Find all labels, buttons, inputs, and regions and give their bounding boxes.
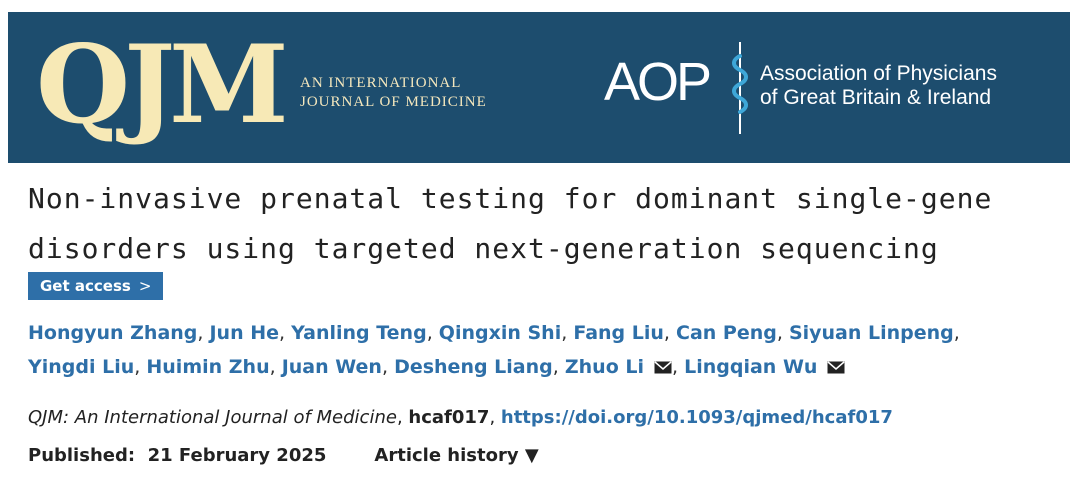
author-link[interactable]: Yanling Teng (291, 322, 427, 344)
staff-of-asclepius-icon (732, 42, 748, 134)
get-access-label: Get access (40, 277, 131, 295)
published-date: 21 February 2025 (147, 445, 327, 466)
author-link[interactable]: Siyuan Linpeng (788, 322, 954, 344)
association-line2: of Great Britain & Ireland (760, 86, 992, 109)
article-title-line2: disorders using targeted next-generation… (28, 232, 939, 265)
association-line1: Association of Physicians (760, 62, 997, 85)
published-label: Published: (28, 445, 136, 466)
association-name: Association of Physicians of Great Brita… (760, 62, 997, 110)
aop-logo[interactable]: AOP (604, 52, 712, 112)
journal-subtitle: AN INTERNATIONAL JOURNAL OF MEDICINE (300, 74, 487, 112)
journal-banner: QJM AN INTERNATIONAL JOURNAL OF MEDICINE… (8, 12, 1070, 163)
triangle-down-icon: ▼ (524, 445, 539, 466)
journal-subtitle-line2: JOURNAL OF MEDICINE (300, 94, 487, 110)
article-code: hcaf017 (408, 407, 490, 428)
envelope-icon[interactable] (827, 361, 845, 374)
article-title-line1: Non-invasive prenatal testing for domina… (28, 182, 993, 215)
author-list: Hongyun Zhang, Jun He, Yanling Teng, Qin… (28, 322, 960, 378)
qjm-logo[interactable]: QJM (36, 22, 289, 148)
author-link[interactable]: Desheng Liang (394, 356, 553, 378)
author-link[interactable]: Can Peng (676, 322, 777, 344)
author-link[interactable]: Qingxin Shi (438, 322, 562, 344)
publication-info: Published: 21 February 2025 Article hist… (28, 443, 539, 469)
article-history-label: Article history (374, 445, 519, 466)
doi-link[interactable]: https://doi.org/10.1093/qjmed/hcaf017 (500, 407, 893, 428)
author-link[interactable]: Lingqian Wu (684, 356, 818, 378)
citation-line: QJM: An International Journal of Medicin… (28, 407, 893, 428)
get-access-button[interactable]: Get access > (28, 272, 164, 300)
author-link[interactable]: Hongyun Zhang (28, 322, 198, 344)
chevron-right-icon: > (138, 277, 152, 295)
author-link[interactable]: Fang Liu (573, 322, 664, 344)
article-history-toggle[interactable]: Article history ▼ (374, 443, 538, 469)
author-link[interactable]: Juan Wen (281, 356, 382, 378)
journal-subtitle-line1: AN INTERNATIONAL (300, 75, 462, 91)
article-title: Non-invasive prenatal testing for domina… (28, 174, 1048, 274)
author-link[interactable]: Yingdi Liu (28, 356, 135, 378)
published-date-group: Published: 21 February 2025 (28, 443, 326, 469)
author-link[interactable]: Jun He (209, 322, 280, 344)
author-link[interactable]: Zhuo Li (564, 356, 644, 378)
journal-name: QJM: An International Journal of Medicin… (28, 407, 397, 428)
envelope-icon[interactable] (654, 361, 672, 374)
author-link[interactable]: Huimin Zhu (146, 356, 270, 378)
